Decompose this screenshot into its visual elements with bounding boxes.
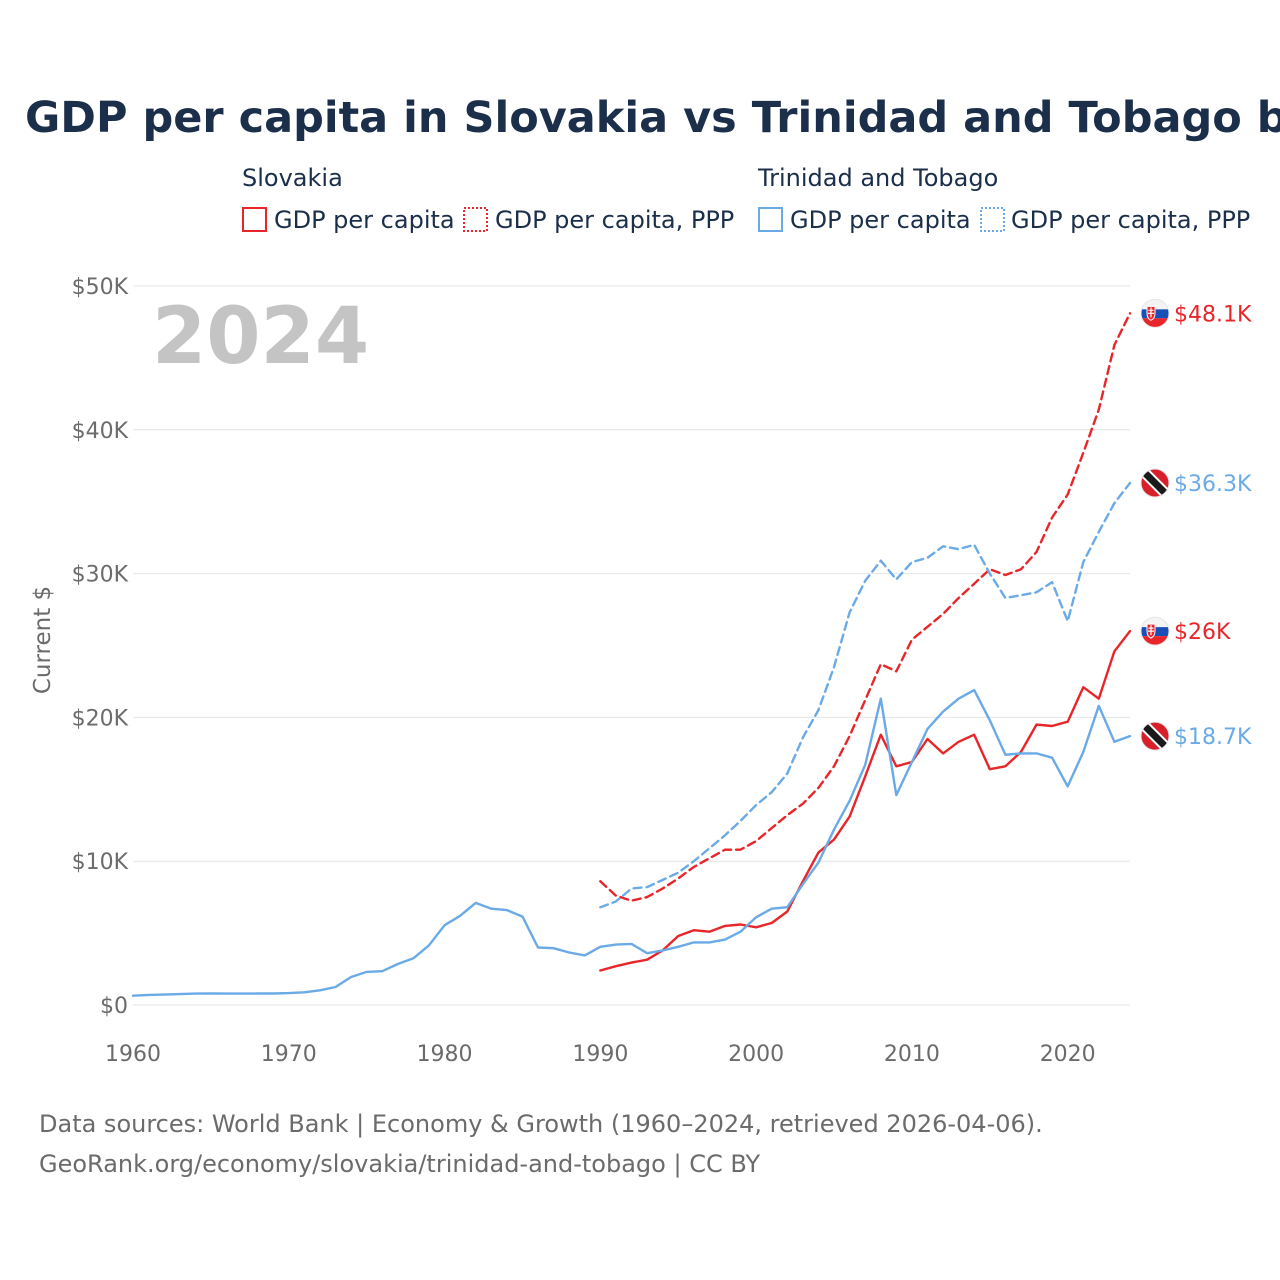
y-tick-label: $20K xyxy=(72,706,129,731)
end-value-label: $26K xyxy=(1174,620,1231,645)
end-markers: $26K $48.1K $18.7K $36.3K xyxy=(1140,298,1252,751)
series-line-1 xyxy=(599,629,1132,972)
legend-item-trinidad-gdp-ppp: GDP per capita, PPP xyxy=(1011,206,1250,234)
legend-group-trinidad: Trinidad and Tobago xyxy=(757,164,998,192)
slovakia-flag-icon xyxy=(1140,616,1170,646)
trinidad-flag-icon xyxy=(1140,468,1170,498)
end-value-label: $18.7K xyxy=(1174,725,1252,750)
legend-item-trinidad-gdp: GDP per capita xyxy=(790,206,971,234)
legend-item-slovakia-gdp: GDP per capita xyxy=(274,206,455,234)
legend-swatch-trinidad-gdp-ppp xyxy=(980,207,1005,232)
x-tick-label: 2000 xyxy=(728,1042,784,1067)
legend: Slovakia GDP per capita GDP per capita, … xyxy=(242,164,1250,234)
end-value-label: $48.1K xyxy=(1174,302,1252,327)
legend-swatch-slovakia-gdp-ppp xyxy=(463,207,488,232)
x-tick-label: 1960 xyxy=(105,1042,161,1067)
y-tick-label: $40K xyxy=(72,419,129,444)
series-line-4 xyxy=(599,481,1132,909)
x-tick-label: 2020 xyxy=(1040,1042,1096,1067)
x-tick-label: 1970 xyxy=(261,1042,317,1067)
year-watermark: 2024 xyxy=(152,292,369,382)
x-axis-ticks: 1960 1970 1980 1990 2000 2010 2020 xyxy=(105,1042,1096,1067)
y-tick-label: $0 xyxy=(100,994,128,1019)
trinidad-flag-icon xyxy=(1140,721,1170,751)
source-note: Data sources: World Bank | Economy & Gro… xyxy=(39,1110,1043,1138)
site-credit: GeoRank.org/economy/slovakia/trinidad-an… xyxy=(39,1150,760,1178)
legend-swatch-slovakia-gdp xyxy=(242,207,267,232)
y-axis-ticks: $0 $10K $20K $30K $40K $50K xyxy=(72,275,129,1019)
end-value-label: $36.3K xyxy=(1174,472,1252,497)
slovakia-flag-icon xyxy=(1140,298,1170,328)
chart-title: GDP per capita in Slovakia vs Trinidad a… xyxy=(25,93,1280,143)
series-line-2 xyxy=(599,312,1132,902)
legend-group-slovakia: Slovakia xyxy=(242,164,343,192)
legend-swatch-trinidad-gdp xyxy=(758,207,783,232)
x-tick-label: 1990 xyxy=(572,1042,628,1067)
series-lines xyxy=(131,312,1132,997)
y-tick-label: $50K xyxy=(72,275,129,300)
legend-item-slovakia-gdp-ppp: GDP per capita, PPP xyxy=(495,206,734,234)
y-tick-label: $10K xyxy=(72,850,129,875)
gridlines xyxy=(133,285,1130,1006)
y-tick-label: $30K xyxy=(72,563,129,588)
x-tick-label: 2010 xyxy=(884,1042,940,1067)
x-tick-label: 1980 xyxy=(417,1042,473,1067)
series-line-3 xyxy=(131,688,1132,997)
y-axis-label: Current $ xyxy=(30,586,56,694)
